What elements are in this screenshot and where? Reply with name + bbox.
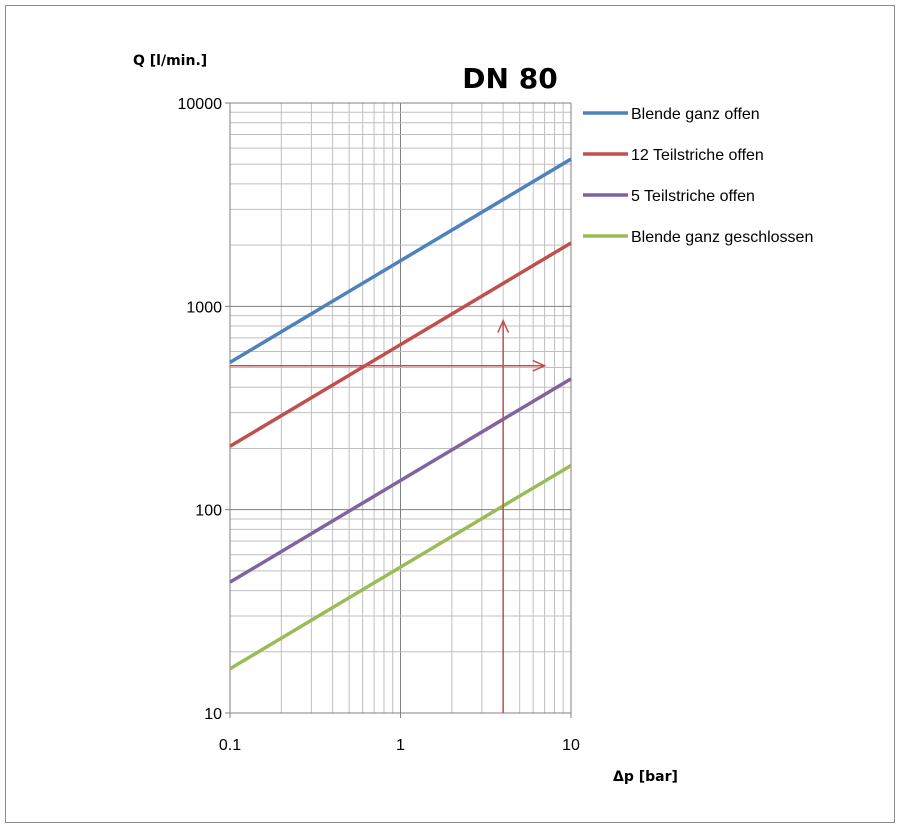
- legend-label-4: Blende ganz geschlossen: [631, 229, 813, 246]
- legend-label-2: 12 Teilstriche offen: [631, 147, 764, 164]
- series-line-4: [229, 463, 572, 671]
- y-axis-label: Q [l/min.]: [133, 53, 207, 69]
- series-line-3: [229, 377, 572, 584]
- x-axis-label: Δp [bar]: [613, 769, 678, 785]
- legend: Blende ganz offen 12 Teilstriche offen 5 T…: [583, 106, 813, 246]
- chart-svg: 10 100 1000 10000 0.1 1 10 DN 80 Q [l/min.] Δp…: [133, 53, 813, 785]
- axes: [225, 102, 572, 718]
- legend-label-1: Blende ganz offen: [631, 106, 760, 123]
- annotations: [230, 318, 547, 713]
- chart-frame: 10 100 1000 10000 0.1 1 10 DN 80 Q [l/min.] Δp…: [5, 5, 895, 823]
- series-line-2: [229, 241, 572, 448]
- y-tick-label: 1000: [186, 299, 222, 316]
- y-tick-label: 10000: [178, 96, 223, 113]
- chart-title: DN 80: [462, 62, 557, 95]
- y-tick-label: 100: [195, 503, 222, 520]
- x-tick-label: 0.1: [219, 737, 241, 754]
- x-tick-label: 10: [562, 737, 580, 754]
- tick-labels: 10 100 1000 10000 0.1 1 10: [178, 96, 581, 754]
- annotation-arrowhead-2: [497, 318, 510, 333]
- legend-label-3: 5 Teilstriche offen: [631, 188, 755, 205]
- annotation-arrowhead-1: [532, 359, 547, 372]
- y-tick-label: 10: [204, 706, 222, 723]
- series-lines: [229, 157, 572, 671]
- x-tick-label: 1: [396, 737, 405, 754]
- series-line-1: [229, 157, 572, 364]
